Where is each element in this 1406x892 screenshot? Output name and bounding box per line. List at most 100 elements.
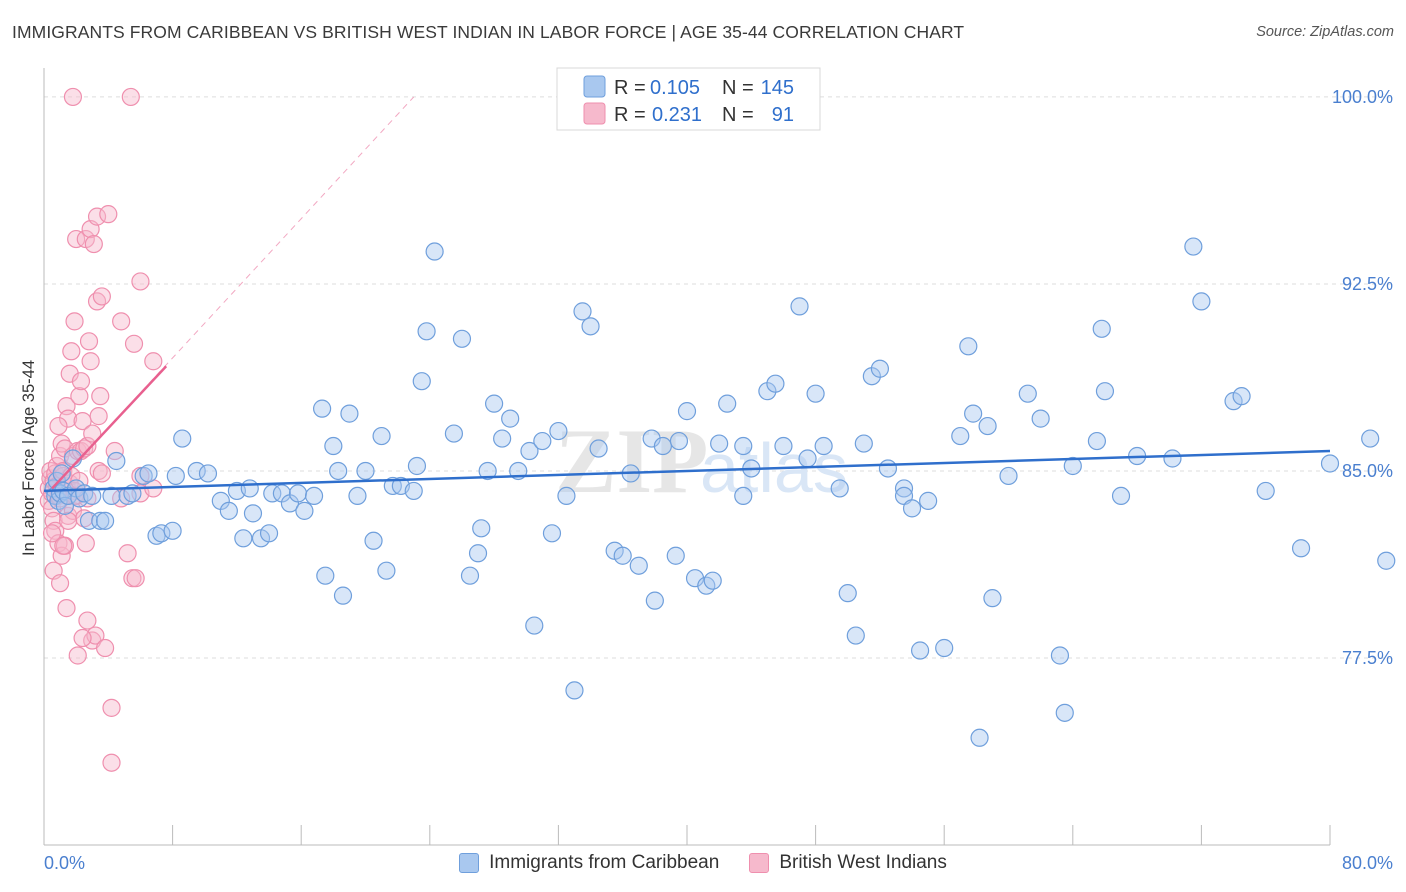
point-caribbean bbox=[107, 451, 126, 471]
point-british-west-indians bbox=[76, 534, 95, 553]
y-tick-labels: 77.5% 85.0% 92.5% 100.0% bbox=[1332, 87, 1393, 668]
point-caribbean bbox=[766, 374, 785, 393]
legend-n-label-pink: N = bbox=[722, 104, 754, 126]
point-caribbean bbox=[304, 486, 324, 506]
point-caribbean bbox=[999, 466, 1018, 486]
legend-label-british-west-indians: British West Indians bbox=[779, 852, 947, 873]
point-caribbean bbox=[910, 641, 930, 660]
point-caribbean bbox=[187, 461, 206, 481]
point-caribbean bbox=[870, 359, 890, 378]
legend-swatch-pink bbox=[583, 102, 606, 125]
y-tick-label: 85.0% bbox=[1342, 461, 1393, 481]
point-caribbean bbox=[798, 449, 817, 468]
point-caribbean bbox=[134, 466, 153, 486]
point-caribbean bbox=[533, 431, 552, 451]
point-caribbean bbox=[501, 409, 520, 428]
point-british-west-indians bbox=[124, 334, 144, 353]
point-caribbean bbox=[243, 504, 263, 523]
point-caribbean bbox=[978, 416, 997, 436]
x-tick-label-min: 0.0% bbox=[44, 853, 85, 873]
point-caribbean bbox=[452, 329, 472, 348]
point-caribbean bbox=[102, 486, 121, 506]
point-british-west-indians bbox=[52, 434, 71, 453]
point-british-west-indians bbox=[144, 352, 163, 371]
point-caribbean bbox=[372, 426, 391, 446]
point-caribbean bbox=[288, 484, 308, 503]
point-caribbean bbox=[878, 459, 898, 478]
point-caribbean bbox=[1320, 454, 1340, 473]
point-caribbean bbox=[1256, 481, 1275, 501]
point-british-west-indians bbox=[102, 698, 121, 717]
point-british-west-indians bbox=[59, 511, 78, 530]
y-tick-label: 77.5% bbox=[1342, 648, 1393, 668]
point-british-west-indians bbox=[49, 416, 68, 436]
point-caribbean bbox=[734, 436, 753, 456]
point-caribbean bbox=[902, 499, 922, 518]
point-caribbean bbox=[970, 728, 989, 747]
point-british-west-indians bbox=[50, 574, 70, 593]
point-caribbean bbox=[460, 566, 480, 585]
point-caribbean bbox=[493, 429, 512, 448]
point-caribbean bbox=[333, 586, 353, 605]
point-caribbean bbox=[259, 524, 279, 543]
point-caribbean bbox=[1063, 456, 1082, 476]
legend-r-value-pink: 0.231 bbox=[652, 104, 702, 126]
point-caribbean bbox=[468, 544, 488, 563]
point-caribbean bbox=[234, 529, 253, 548]
point-caribbean bbox=[790, 297, 809, 316]
point-caribbean bbox=[613, 546, 632, 565]
point-caribbean bbox=[412, 372, 431, 391]
y-tick-label: 92.5% bbox=[1342, 274, 1393, 294]
point-caribbean bbox=[838, 584, 857, 603]
point-caribbean bbox=[295, 501, 314, 520]
point-british-west-indians bbox=[126, 569, 145, 588]
point-caribbean bbox=[677, 402, 697, 421]
legend-swatch-blue bbox=[583, 75, 606, 98]
point-caribbean bbox=[774, 436, 793, 456]
point-british-west-indians bbox=[92, 287, 111, 306]
legend-item-caribbean: Immigrants from Caribbean bbox=[459, 852, 719, 874]
point-caribbean bbox=[55, 496, 74, 515]
point-caribbean bbox=[312, 399, 332, 418]
point-caribbean bbox=[894, 479, 914, 498]
point-caribbean bbox=[653, 436, 672, 456]
point-caribbean bbox=[935, 638, 954, 658]
point-caribbean bbox=[1031, 409, 1050, 428]
point-caribbean bbox=[83, 486, 102, 506]
point-british-west-indians bbox=[102, 753, 121, 772]
point-british-west-indians bbox=[99, 205, 118, 224]
point-caribbean bbox=[983, 589, 1002, 608]
point-caribbean bbox=[407, 456, 427, 476]
point-caribbean bbox=[1018, 384, 1037, 403]
point-caribbean bbox=[95, 511, 115, 530]
point-british-west-indians bbox=[112, 312, 131, 331]
point-caribbean bbox=[163, 521, 182, 540]
legend-r-label-pink: R = bbox=[614, 104, 646, 126]
legend-r-value-blue: 0.105 bbox=[650, 77, 700, 99]
point-caribbean bbox=[549, 421, 568, 441]
point-british-west-indians bbox=[91, 387, 110, 406]
point-caribbean bbox=[219, 501, 238, 520]
point-british-west-indians bbox=[68, 646, 87, 665]
point-british-west-indians bbox=[95, 638, 115, 658]
axes bbox=[43, 68, 1331, 846]
point-caribbean bbox=[525, 616, 544, 635]
point-caribbean bbox=[1192, 292, 1211, 311]
point-caribbean bbox=[425, 242, 444, 261]
series-british-west-indians bbox=[39, 87, 163, 772]
series-legend: Immigrants from Caribbean British West I… bbox=[0, 852, 1406, 874]
x-tick-label-max: 80.0% bbox=[1342, 853, 1393, 873]
point-british-west-indians bbox=[81, 352, 100, 371]
point-caribbean bbox=[542, 524, 562, 543]
point-british-west-indians bbox=[92, 464, 111, 483]
point-british-west-indians bbox=[78, 611, 97, 630]
point-caribbean bbox=[348, 486, 367, 506]
point-caribbean bbox=[951, 426, 970, 446]
point-british-west-indians bbox=[71, 372, 91, 391]
point-caribbean bbox=[139, 464, 158, 483]
legend-label-caribbean: Immigrants from Caribbean bbox=[489, 852, 720, 873]
point-caribbean bbox=[1232, 387, 1251, 406]
point-caribbean bbox=[364, 531, 383, 550]
point-caribbean bbox=[806, 384, 825, 403]
